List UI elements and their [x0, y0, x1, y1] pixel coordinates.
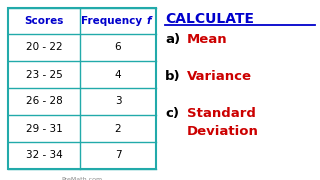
Text: 26 - 28: 26 - 28	[26, 96, 62, 107]
Text: 7: 7	[115, 150, 121, 161]
Text: CALCULATE: CALCULATE	[165, 12, 254, 26]
Text: 32 - 34: 32 - 34	[26, 150, 62, 161]
Text: c): c)	[165, 107, 179, 120]
Text: Scores: Scores	[24, 16, 64, 26]
Text: Deviation: Deviation	[187, 125, 259, 138]
Text: 20 - 22: 20 - 22	[26, 42, 62, 53]
Text: b): b)	[165, 70, 180, 83]
Text: 2: 2	[115, 123, 121, 134]
Text: Variance: Variance	[187, 70, 252, 83]
Text: 4: 4	[115, 69, 121, 80]
Bar	[8, 8, 156, 169]
Text: Standard: Standard	[187, 107, 256, 120]
Text: 3: 3	[115, 96, 121, 107]
Text: 23 - 25: 23 - 25	[26, 69, 62, 80]
Text: 29 - 31: 29 - 31	[26, 123, 62, 134]
Text: 6: 6	[115, 42, 121, 53]
Text: PreMath.com: PreMath.com	[61, 177, 103, 180]
Text: a): a)	[165, 33, 180, 46]
Text: Mean: Mean	[187, 33, 228, 46]
Text: Frequency: Frequency	[81, 16, 143, 26]
Text: f: f	[147, 16, 151, 26]
